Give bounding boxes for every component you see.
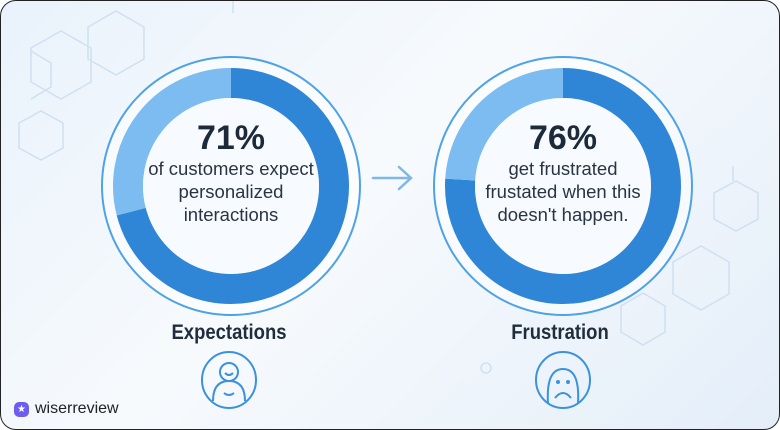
chart-1-inner <box>143 98 319 274</box>
chart-2-center: 76% get frustrated frustated when this d… <box>463 119 663 226</box>
chart-2-description: get frustrated frustated when this doesn… <box>485 158 641 225</box>
chart-1-center: 71% of customers expect personalized int… <box>131 119 331 226</box>
star-badge-icon: ★ <box>14 401 29 417</box>
chart-2-value-arc <box>445 68 681 304</box>
brand-logo: ★ wiserreview <box>14 400 119 418</box>
chart-2-remainder-arc <box>445 68 564 181</box>
chart-1-percent: 71% <box>196 119 266 157</box>
chart-1-remainder-arc <box>113 68 232 216</box>
chart-2-category: Frustration <box>511 321 609 344</box>
chart-1-category: Expectations <box>171 321 287 344</box>
chart-1-value-arc <box>116 68 349 304</box>
chart-2-percent: 76% <box>528 119 598 157</box>
smiling-person-icon <box>201 351 257 409</box>
brand-name: wiserreview <box>35 400 119 417</box>
sad-person-icon <box>535 351 591 409</box>
chart-1-description: of customers expect personalized interac… <box>148 158 314 225</box>
chart-2-inner <box>475 98 651 274</box>
